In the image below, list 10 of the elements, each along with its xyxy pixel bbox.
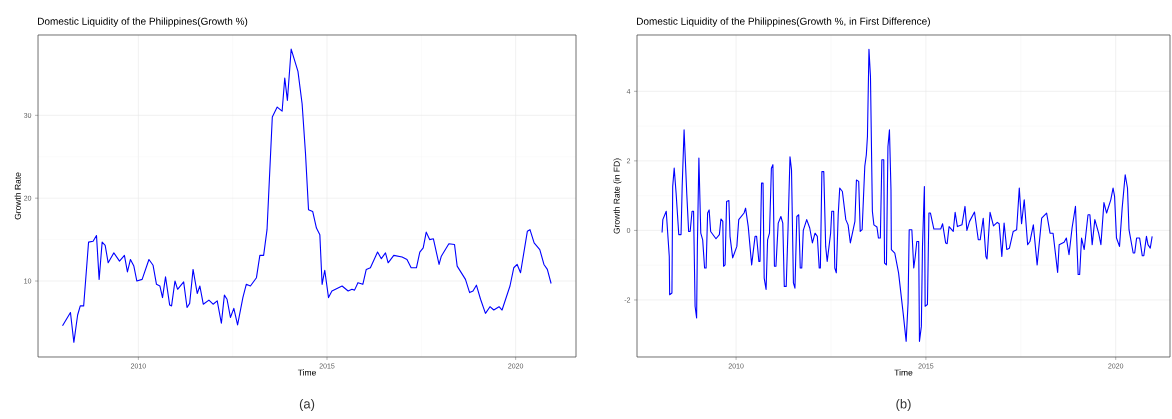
line-series xyxy=(61,48,552,343)
x-axis-title: Time xyxy=(297,369,316,376)
y-axis-title: Growth Rate xyxy=(14,172,21,220)
chart-title: Domestic Liquidity of the Philippines(Growth %, in First Difference) xyxy=(637,17,930,27)
y-axis-title: Growth Rate (in FD) xyxy=(613,158,622,234)
line-series xyxy=(661,48,1153,342)
text: (a) xyxy=(299,398,315,412)
text: (b) xyxy=(896,398,911,412)
x-axis-title: Time xyxy=(894,369,913,376)
chart-title: Domestic Liquidity of the Philippines(Growth %) xyxy=(38,17,248,27)
